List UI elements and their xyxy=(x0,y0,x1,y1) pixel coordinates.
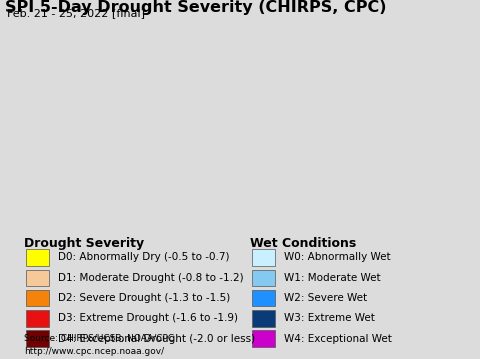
Text: D3: Extreme Drought (-1.6 to -1.9): D3: Extreme Drought (-1.6 to -1.9) xyxy=(58,313,238,323)
FancyBboxPatch shape xyxy=(252,331,275,347)
Text: D4: Exceptional Drought (-2.0 or less): D4: Exceptional Drought (-2.0 or less) xyxy=(58,334,255,344)
Text: W3: Extreme Wet: W3: Extreme Wet xyxy=(284,313,374,323)
Text: Feb. 21 - 25, 2022 [final]: Feb. 21 - 25, 2022 [final] xyxy=(7,8,145,18)
FancyBboxPatch shape xyxy=(252,249,275,266)
Text: http://www.cpc.ncep.noaa.gov/: http://www.cpc.ncep.noaa.gov/ xyxy=(24,348,164,356)
Text: W4: Exceptional Wet: W4: Exceptional Wet xyxy=(284,334,392,344)
FancyBboxPatch shape xyxy=(26,331,49,347)
FancyBboxPatch shape xyxy=(252,290,275,306)
FancyBboxPatch shape xyxy=(26,310,49,327)
Text: D0: Abnormally Dry (-0.5 to -0.7): D0: Abnormally Dry (-0.5 to -0.7) xyxy=(58,252,229,262)
FancyBboxPatch shape xyxy=(26,290,49,306)
Text: W2: Severe Wet: W2: Severe Wet xyxy=(284,293,367,303)
FancyBboxPatch shape xyxy=(252,270,275,286)
Text: Wet Conditions: Wet Conditions xyxy=(250,237,356,250)
Text: Drought Severity: Drought Severity xyxy=(24,237,144,250)
FancyBboxPatch shape xyxy=(252,310,275,327)
Text: W0: Abnormally Wet: W0: Abnormally Wet xyxy=(284,252,390,262)
FancyBboxPatch shape xyxy=(26,249,49,266)
Text: Source: CHIRPS/UCSB, NOAA/CPC: Source: CHIRPS/UCSB, NOAA/CPC xyxy=(24,334,174,343)
Text: SPI 5-Day Drought Severity (CHIRPS, CPC): SPI 5-Day Drought Severity (CHIRPS, CPC) xyxy=(5,0,386,15)
FancyBboxPatch shape xyxy=(26,270,49,286)
Text: D2: Severe Drought (-1.3 to -1.5): D2: Severe Drought (-1.3 to -1.5) xyxy=(58,293,230,303)
Text: W1: Moderate Wet: W1: Moderate Wet xyxy=(284,273,380,283)
Text: D1: Moderate Drought (-0.8 to -1.2): D1: Moderate Drought (-0.8 to -1.2) xyxy=(58,273,244,283)
